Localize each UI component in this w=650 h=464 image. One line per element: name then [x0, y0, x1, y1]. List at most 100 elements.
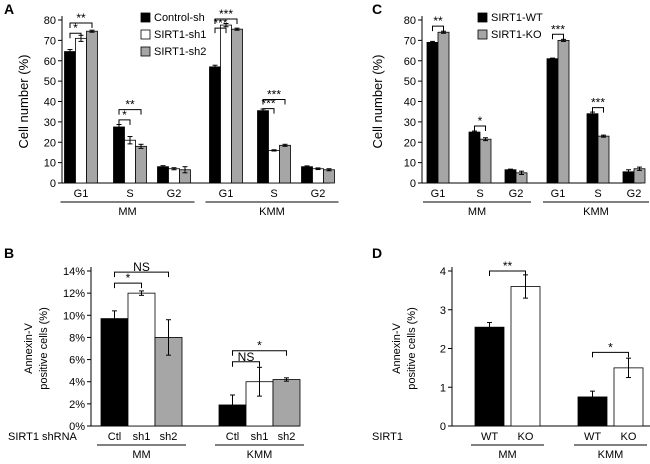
panel-c-bar — [426, 42, 439, 184]
panel-d-ytick-label: 1 — [440, 382, 446, 394]
panel-c-category-label: G2 — [627, 188, 642, 200]
panel-d-group-label: KMM — [598, 449, 624, 461]
panel-b-ytick-label: 12% — [63, 288, 85, 300]
panel-c-category-label: G1 — [551, 188, 566, 200]
panel-a-ytick-label: 60 — [44, 56, 56, 68]
panel-c-group-label: KMM — [583, 206, 609, 218]
panel-b-sig-label: * — [257, 339, 262, 353]
panel-a-bar — [209, 66, 221, 184]
panel-a-bar — [279, 144, 291, 184]
panel-a-bar — [124, 139, 136, 184]
panel-b-bar-label: sh1 — [251, 431, 269, 443]
panel-a-category-label: G2 — [167, 188, 182, 200]
panel-a-sig-label: *** — [267, 87, 281, 101]
panel-a-sig-label: *** — [261, 97, 275, 111]
panel-c-ytick-label: 60 — [404, 56, 416, 68]
panel-c-group-label: MM — [468, 206, 486, 218]
panel-d-y-axis-title: Annexin-V — [391, 322, 403, 373]
panel-c-ytick-label: 50 — [404, 76, 416, 88]
panel-d-ytick-label: 0 — [440, 421, 446, 433]
panel-c-ytick-label: 20 — [404, 137, 416, 149]
panel-a-ytick-label: 0 — [50, 178, 56, 190]
panel-b-row-label: SIRT1 shRNA — [8, 431, 78, 443]
panel-b-sig-label: NS — [133, 260, 150, 274]
panel-a-sig-bracket — [118, 109, 142, 115]
panel-d-bar — [510, 286, 541, 427]
panel-c-ytick-label: 70 — [404, 35, 416, 47]
panel-c-sig-label: ** — [433, 14, 443, 28]
panel-c-label: C — [372, 1, 382, 17]
panel-c-legend-swatch — [477, 29, 488, 40]
panel-a-ytick-label: 70 — [44, 35, 56, 47]
panel-a-ytick-label: 20 — [44, 137, 56, 149]
panel-a-sig-bracket — [118, 119, 131, 125]
panel-a-category-label: G2 — [311, 188, 326, 200]
panel-a-sig-bracket — [214, 27, 227, 34]
panel-b-sig-label: NS — [238, 350, 255, 364]
panel-a-sig-bracket — [262, 108, 275, 114]
panel-c-ytick-label: 30 — [404, 117, 416, 129]
panel-c-ytick-label: 0 — [410, 178, 416, 190]
panel-a-bar — [168, 168, 180, 184]
panel-c-category-label: G2 — [509, 188, 524, 200]
panel-a-sig-label: ** — [76, 11, 86, 25]
panel-c-sig-label: * — [478, 114, 483, 128]
panel-b-sig-bracket — [114, 271, 169, 278]
panel-a-legend-label: SIRT1-sh1 — [154, 29, 206, 41]
panel-d-bar-label: KO — [518, 431, 534, 443]
panel-d-sig-bracket — [592, 351, 629, 358]
panel-a-sig-bracket — [69, 32, 82, 39]
panel-c-bar — [437, 31, 450, 184]
panel-b-bar-label: Ctl — [226, 431, 239, 443]
panel-c-bar — [546, 58, 559, 184]
panel-a-bar — [135, 145, 147, 184]
panel-c-sig-label: *** — [591, 96, 605, 110]
panel-a-bar — [157, 166, 169, 184]
panel-b-bar-label: sh1 — [133, 431, 151, 443]
panel-b-bar-label: Ctl — [108, 431, 121, 443]
panel-b-ytick-label: 14% — [63, 266, 85, 278]
panel-d-ytick-label: 3 — [440, 305, 446, 317]
panel-a-legend-swatch — [140, 29, 151, 40]
panel-a-bar — [75, 37, 87, 184]
panel-c-sig-bracket — [474, 125, 486, 131]
panel-a-bar — [220, 24, 232, 184]
panel-a-group-label: KMM — [259, 206, 285, 218]
panel-a-bar — [323, 169, 335, 184]
panel-d-sig-bracket — [489, 270, 526, 276]
panel-c-bar — [504, 169, 517, 184]
panel-a-sig-bracket — [262, 98, 286, 105]
panel-c-ytick-label: 10 — [404, 158, 416, 170]
panel-b-sig-label: * — [126, 271, 131, 285]
panel-a-category-label: S — [270, 188, 277, 200]
panel-a-legend-swatch — [140, 46, 151, 57]
panel-a-legend-label: Control-sh — [154, 12, 205, 24]
panel-d-bar-label: WT — [481, 431, 498, 443]
panel-c-sig-bracket — [592, 107, 604, 113]
panel-b-label: B — [4, 245, 14, 261]
panel-a-legend-swatch — [140, 12, 151, 23]
panel-a-bar — [312, 168, 324, 184]
panel-b-bar-label: sh2 — [278, 431, 296, 443]
panel-b-bar — [127, 292, 156, 427]
panel-d-sig-label: ** — [503, 259, 513, 273]
panel-b-group-label: KMM — [247, 449, 273, 461]
panel-d-row-label: SIRT1 — [372, 431, 403, 443]
panel-d-ytick-label: 4 — [440, 266, 446, 278]
panel-c-bar — [633, 168, 646, 184]
panel-d-bar — [474, 326, 505, 427]
panel-a-category-label: G1 — [219, 188, 234, 200]
panel-a-sig-label: *** — [213, 16, 227, 30]
panel-d-bar-label: KO — [621, 431, 637, 443]
panel-b-bar-label: sh2 — [160, 431, 178, 443]
panel-c-legend-label: SIRT1-WT — [491, 12, 543, 24]
panel-c-category-label: G1 — [431, 188, 446, 200]
panel-c-legend-swatch — [477, 12, 488, 23]
panel-b-ytick-label: 4% — [69, 377, 85, 389]
panel-c-category-label: S — [476, 188, 483, 200]
panel-d-y-axis-title: positive cells (%) — [406, 307, 418, 390]
panel-b-y-axis-title: positive cells (%) — [38, 307, 50, 390]
panel-a-sig-label: ** — [125, 98, 135, 112]
panel-d-sig-label: * — [608, 340, 613, 354]
panel-a-sig-label: * — [73, 21, 78, 35]
